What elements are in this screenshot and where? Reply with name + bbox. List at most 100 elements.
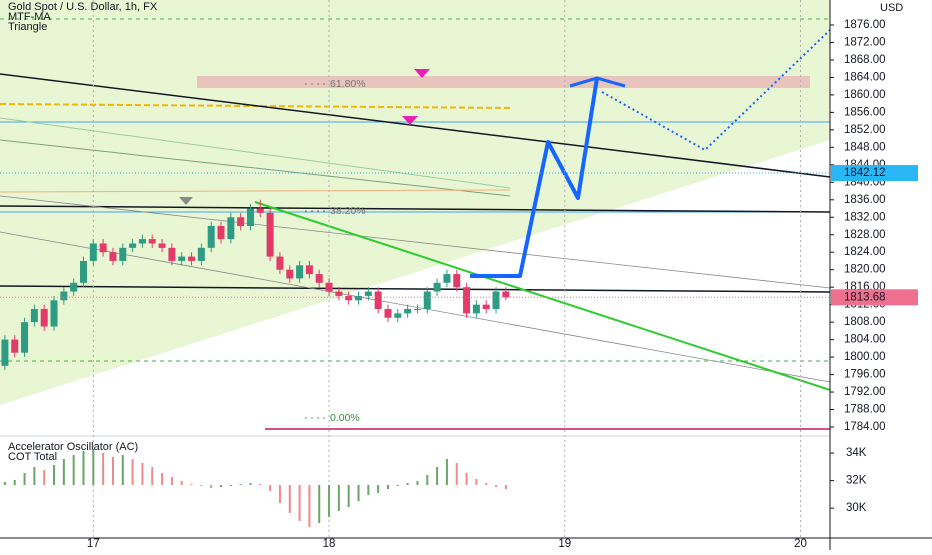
candle-body bbox=[30, 309, 38, 323]
triangle-zone bbox=[0, 0, 830, 405]
marker-arrow bbox=[402, 116, 418, 125]
trend-line bbox=[0, 73, 831, 178]
oscillator-bar bbox=[288, 485, 291, 513]
candle-body bbox=[355, 295, 363, 301]
y2-tick-label: 30K bbox=[846, 502, 867, 514]
candle-body bbox=[197, 247, 205, 261]
y2-tick-label: 34K bbox=[846, 447, 867, 459]
oscillator-bar bbox=[62, 459, 65, 485]
fib-label: 38.20% bbox=[330, 205, 366, 217]
candle-body bbox=[433, 282, 441, 292]
oscillator-title: Accelerator Oscillator (AC) bbox=[8, 441, 138, 453]
candle-body bbox=[384, 309, 392, 318]
candle-body bbox=[188, 256, 196, 261]
candle-body bbox=[266, 212, 274, 257]
oscillator-bar bbox=[426, 475, 429, 485]
candle-body bbox=[256, 208, 264, 213]
indicator-label: MTF-MA bbox=[8, 11, 51, 23]
oscillator-bar bbox=[347, 485, 350, 507]
candle-body bbox=[237, 217, 245, 226]
oscillator-bar bbox=[33, 467, 36, 485]
oscillator-bar bbox=[23, 473, 26, 485]
y-tick-label: 1864.00 bbox=[844, 71, 886, 83]
oscillator-bar bbox=[278, 485, 281, 503]
oscillator-bar bbox=[121, 455, 124, 485]
candle-body bbox=[423, 291, 431, 310]
ma-line bbox=[0, 139, 511, 197]
candle-body bbox=[374, 291, 382, 310]
candle-body bbox=[335, 291, 343, 296]
candle-body bbox=[404, 309, 412, 314]
y-tick-label: 1868.00 bbox=[844, 54, 886, 66]
oscillator-bar bbox=[485, 483, 488, 485]
y-tick-label: 1808.00 bbox=[844, 316, 886, 328]
currency-label: USD bbox=[880, 2, 903, 14]
x-tick-label: 18 bbox=[323, 538, 336, 550]
ma-line bbox=[0, 117, 511, 189]
fib-label: 61.80% bbox=[330, 78, 366, 90]
candle-body bbox=[472, 304, 480, 314]
trend-line bbox=[0, 285, 831, 293]
candle-body bbox=[178, 256, 186, 261]
oscillator-bar bbox=[367, 485, 370, 495]
oscillator-bar bbox=[495, 485, 498, 487]
y2-tick-label: 32K bbox=[846, 475, 867, 487]
oscillator-bar bbox=[170, 477, 173, 485]
candle-body bbox=[453, 274, 461, 288]
oscillator-bar bbox=[161, 473, 164, 485]
oscillator-bar bbox=[308, 485, 311, 527]
oscillator-bar bbox=[141, 463, 144, 485]
candle-body bbox=[502, 291, 510, 298]
candle-body bbox=[79, 260, 87, 283]
y-tick-label: 1856.00 bbox=[844, 106, 886, 118]
oscillator-bar bbox=[200, 485, 203, 486]
candle-body bbox=[1, 339, 9, 366]
oscillator-bar bbox=[455, 463, 458, 485]
y-tick-label: 1796.00 bbox=[844, 369, 886, 381]
candle-body bbox=[40, 309, 48, 327]
chart-title: Gold Spot / U.S. Dollar, 1h, FX bbox=[8, 1, 158, 13]
oscillator-bar bbox=[3, 482, 6, 485]
price-marker-label: 1813.68 bbox=[844, 291, 886, 303]
candle-body bbox=[246, 208, 254, 226]
y-tick-label: 1824.00 bbox=[844, 246, 886, 258]
indicator-label: Triangle bbox=[8, 21, 47, 33]
ma-line bbox=[0, 189, 511, 193]
y-tick-label: 1836.00 bbox=[844, 194, 886, 206]
oscillator-bar bbox=[82, 451, 85, 485]
candle-body bbox=[492, 291, 500, 310]
marker-arrow bbox=[179, 197, 193, 205]
y-tick-label: 1820.00 bbox=[844, 264, 886, 276]
drawings bbox=[0, 18, 831, 430]
oscillator-bar bbox=[92, 449, 95, 485]
candle-body bbox=[482, 304, 490, 310]
candle-body bbox=[129, 243, 137, 248]
candle-body bbox=[227, 217, 235, 240]
candle-body bbox=[315, 274, 323, 283]
oscillator-bar bbox=[298, 485, 301, 521]
oscillator-bar bbox=[180, 481, 183, 485]
trend-line bbox=[0, 205, 831, 213]
candle-body bbox=[168, 247, 176, 261]
oscillator-bar bbox=[190, 484, 193, 485]
candle-body bbox=[345, 295, 353, 301]
oscillator-bar bbox=[475, 479, 478, 485]
oscillator-subtitle: COT Total bbox=[8, 451, 57, 463]
projection-arrow bbox=[569, 76, 626, 88]
x-tick-label: 19 bbox=[558, 538, 571, 550]
oscillator-bar bbox=[151, 467, 154, 485]
oscillator-bar bbox=[396, 485, 399, 486]
candle-body bbox=[305, 265, 313, 275]
oscillator-bar bbox=[13, 480, 16, 485]
channel-line bbox=[0, 231, 831, 383]
candle-body bbox=[11, 339, 19, 353]
candle-body bbox=[325, 282, 333, 292]
marker-arrow bbox=[414, 69, 430, 78]
oscillator-bar bbox=[259, 484, 262, 485]
oscillator-bar bbox=[416, 481, 419, 485]
y-tick-label: 1828.00 bbox=[844, 229, 886, 241]
price-marker-label: 1842.12 bbox=[844, 167, 886, 179]
projection-path bbox=[470, 77, 599, 278]
candle-body bbox=[60, 291, 68, 301]
